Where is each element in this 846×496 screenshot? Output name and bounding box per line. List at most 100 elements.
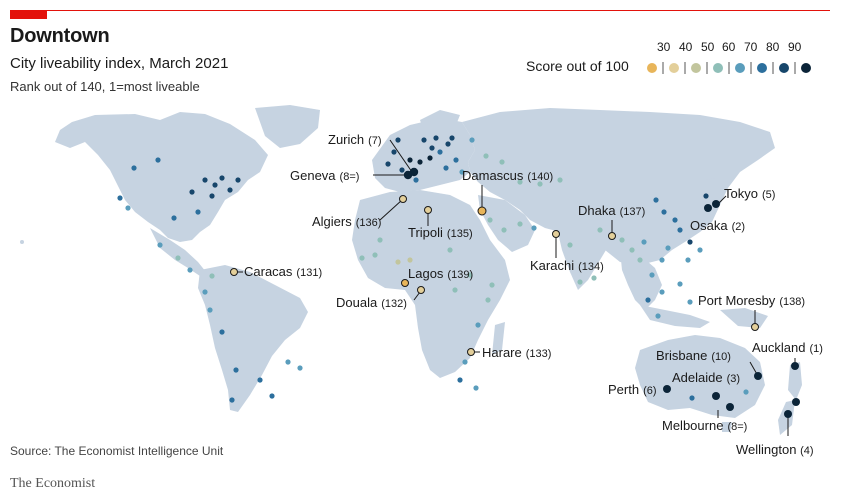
auckland-dot bbox=[791, 362, 799, 370]
city-dot bbox=[655, 313, 661, 319]
damascus-dot bbox=[477, 206, 487, 216]
auckland-ring bbox=[792, 398, 800, 406]
city-dot bbox=[487, 217, 493, 223]
city-dot bbox=[233, 367, 239, 373]
city-dot bbox=[459, 169, 465, 175]
southeast-asia-land bbox=[620, 250, 662, 310]
legend-swatch bbox=[801, 63, 811, 73]
city-dot bbox=[499, 159, 505, 165]
land-masses bbox=[20, 105, 802, 435]
city-dot bbox=[155, 157, 161, 163]
legend-swatch bbox=[669, 63, 679, 73]
melbourne-dot bbox=[726, 403, 734, 411]
city-dot bbox=[469, 137, 475, 143]
label-tripoli: Tripoli (135) bbox=[408, 225, 473, 240]
label-wellington-rank: (4) bbox=[800, 445, 814, 457]
legend-tick: 90 bbox=[788, 40, 802, 54]
city-dot bbox=[407, 257, 413, 263]
city-dot bbox=[645, 297, 651, 303]
city-dot bbox=[649, 272, 655, 278]
city-dot bbox=[473, 385, 479, 391]
city-dot bbox=[187, 267, 193, 273]
city-dot bbox=[677, 227, 683, 233]
city-dot bbox=[475, 322, 481, 328]
label-perth: Perth (6) bbox=[608, 382, 657, 397]
chart-title: Downtown bbox=[10, 25, 110, 47]
city-dot bbox=[557, 177, 563, 183]
city-dot bbox=[131, 165, 137, 171]
city-dot bbox=[407, 157, 413, 163]
city-dot bbox=[202, 177, 208, 183]
city-dot bbox=[661, 209, 667, 215]
city-dot bbox=[385, 161, 391, 167]
legend-color-scale bbox=[647, 62, 811, 74]
city-dot bbox=[421, 137, 427, 143]
caracas-dot bbox=[230, 268, 238, 276]
alaska-land bbox=[55, 122, 85, 148]
city-dot bbox=[417, 159, 423, 165]
label-dhaka: Dhaka (137) bbox=[578, 203, 645, 218]
asia-land bbox=[462, 108, 775, 265]
city-dot bbox=[697, 247, 703, 253]
brisbane-dot bbox=[754, 372, 762, 380]
legend-tick: 30 bbox=[657, 40, 671, 54]
label-melbourne: Melbourne (8=) bbox=[662, 418, 747, 433]
city-dot bbox=[297, 365, 303, 371]
label-auckland: Auckland (1) bbox=[752, 340, 823, 355]
legend-swatch bbox=[713, 63, 723, 73]
arabia-land bbox=[478, 195, 535, 252]
indonesia-land bbox=[640, 305, 710, 328]
city-dot bbox=[413, 177, 419, 183]
hawaii-land bbox=[20, 240, 24, 244]
label-harare: Harare (133) bbox=[482, 345, 551, 360]
city-dot bbox=[209, 193, 215, 199]
label-tokyo: Tokyo (5) bbox=[724, 186, 775, 201]
legend-tick: 60 bbox=[722, 40, 736, 54]
label-douala: Douala (132) bbox=[336, 295, 407, 310]
city-dot bbox=[227, 187, 233, 193]
city-dot bbox=[501, 227, 507, 233]
brand-red-bar bbox=[10, 10, 47, 19]
label-lagos: Lagos (139) bbox=[408, 266, 473, 281]
world-map: Zurich (7) Geneva (8=) Damascus (140) Algie… bbox=[20, 105, 823, 436]
japan-land bbox=[698, 178, 720, 220]
city-labels: Zurich (7) Geneva (8=) Damascus (140) Algie… bbox=[244, 132, 823, 433]
city-dot bbox=[687, 299, 693, 305]
city-dot bbox=[483, 153, 489, 159]
city-dot bbox=[437, 149, 443, 155]
city-dot bbox=[202, 289, 208, 295]
city-dot bbox=[219, 329, 225, 335]
city-dot bbox=[462, 359, 468, 365]
adelaide-dot bbox=[712, 392, 720, 400]
legend-tick: 70 bbox=[744, 40, 758, 54]
highlighted-cities bbox=[230, 167, 800, 418]
label-karachi: Karachi (134) bbox=[530, 258, 604, 273]
city-dot bbox=[743, 389, 749, 395]
city-dot bbox=[269, 393, 275, 399]
city-dot bbox=[517, 221, 523, 227]
city-dot bbox=[443, 165, 449, 171]
chart-subtitle-rank: Rank out of 140, 1=most liveable bbox=[10, 79, 200, 94]
city-dot bbox=[117, 195, 123, 201]
city-dot bbox=[207, 307, 213, 313]
new-zealand-land bbox=[788, 362, 802, 400]
madagascar-land bbox=[492, 322, 505, 355]
source-note: Source: The Economist Intelligence Unit bbox=[10, 444, 224, 458]
south-america-land bbox=[198, 265, 308, 412]
label-damascus: Damascus (140) bbox=[462, 168, 553, 183]
city-dot bbox=[597, 227, 603, 233]
city-dot bbox=[427, 155, 433, 161]
city-dot bbox=[399, 167, 405, 173]
africa-land bbox=[352, 190, 510, 378]
dhaka-dot bbox=[608, 232, 616, 240]
top-rule bbox=[10, 10, 830, 11]
label-wellington: Wellington (4) bbox=[736, 442, 814, 457]
north-america-land bbox=[72, 112, 268, 242]
city-dot bbox=[125, 205, 131, 211]
city-dot bbox=[372, 252, 378, 258]
city-dot bbox=[685, 257, 691, 263]
city-dot bbox=[391, 149, 397, 155]
tripoli-dot bbox=[424, 206, 432, 214]
city-dot bbox=[395, 259, 401, 265]
leader-lines bbox=[236, 139, 796, 436]
